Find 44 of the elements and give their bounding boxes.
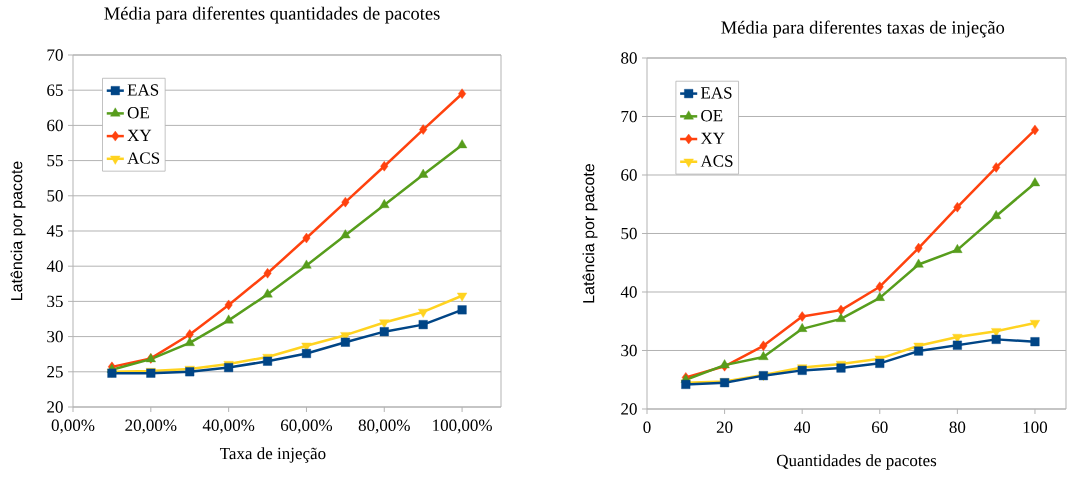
legend-label: ACS bbox=[127, 152, 160, 164]
legend-label: OE bbox=[701, 109, 723, 122]
y-axis-title: Latência por pacote bbox=[10, 161, 26, 300]
x-tick-label: 20,00% bbox=[125, 419, 177, 434]
y-axis-title: Latência por pacote bbox=[582, 163, 598, 303]
x-tick-label: 80,00% bbox=[358, 419, 410, 434]
legend-label: EAS bbox=[127, 84, 159, 96]
y-tick-label: 60 bbox=[47, 119, 63, 132]
x-tick-label: 60,00% bbox=[280, 419, 333, 434]
legend-label: ACS bbox=[700, 155, 733, 167]
legend-label: XY bbox=[127, 129, 152, 141]
x-tick-label: 0 bbox=[643, 421, 651, 433]
legend-label: OE bbox=[127, 107, 149, 119]
y-tick-label: 50 bbox=[621, 227, 637, 240]
y-tick-label: 30 bbox=[47, 330, 63, 343]
x-axis-title: Quantidades de pacotes bbox=[776, 454, 937, 470]
x-axis-title: Taxa de injeção bbox=[219, 447, 326, 463]
x-tick-label: 40 bbox=[794, 421, 811, 433]
x-tick-label: 60 bbox=[872, 421, 888, 433]
chart-title: Média para diferentes quantidades de pacotes bbox=[104, 6, 440, 24]
x-tick-label: 100,00% bbox=[433, 419, 492, 434]
x-tick-label: 100 bbox=[1023, 421, 1048, 433]
x-tick-label: 20 bbox=[716, 421, 733, 433]
y-tick-label: 55 bbox=[47, 154, 63, 167]
y-tick-label: 70 bbox=[47, 49, 63, 61]
x-tick-label: 0,00% bbox=[51, 419, 95, 434]
y-tick-label: 20 bbox=[621, 403, 637, 415]
x-tick-label: 80 bbox=[949, 421, 966, 433]
y-tick-label: 60 bbox=[621, 169, 637, 181]
legend-label: XY bbox=[700, 132, 725, 144]
y-tick-label: 45 bbox=[46, 225, 63, 237]
x-tick-label: 40,00% bbox=[202, 419, 255, 434]
y-tick-label: 70 bbox=[621, 110, 637, 123]
y-tick-label: 30 bbox=[621, 344, 637, 357]
y-tick-label: 20 bbox=[47, 401, 63, 413]
y-tick-label: 65 bbox=[47, 84, 63, 96]
y-tick-label: 25 bbox=[47, 366, 63, 378]
y-tick-label: 80 bbox=[621, 52, 637, 64]
legend-label: EAS bbox=[700, 87, 732, 99]
chart-title: Média para diferentes taxas de injeção bbox=[721, 20, 1005, 38]
y-tick-label: 40 bbox=[620, 286, 637, 298]
y-tick-label: 40 bbox=[46, 260, 63, 272]
y-tick-label: 35 bbox=[47, 295, 63, 308]
y-tick-label: 50 bbox=[47, 190, 63, 202]
